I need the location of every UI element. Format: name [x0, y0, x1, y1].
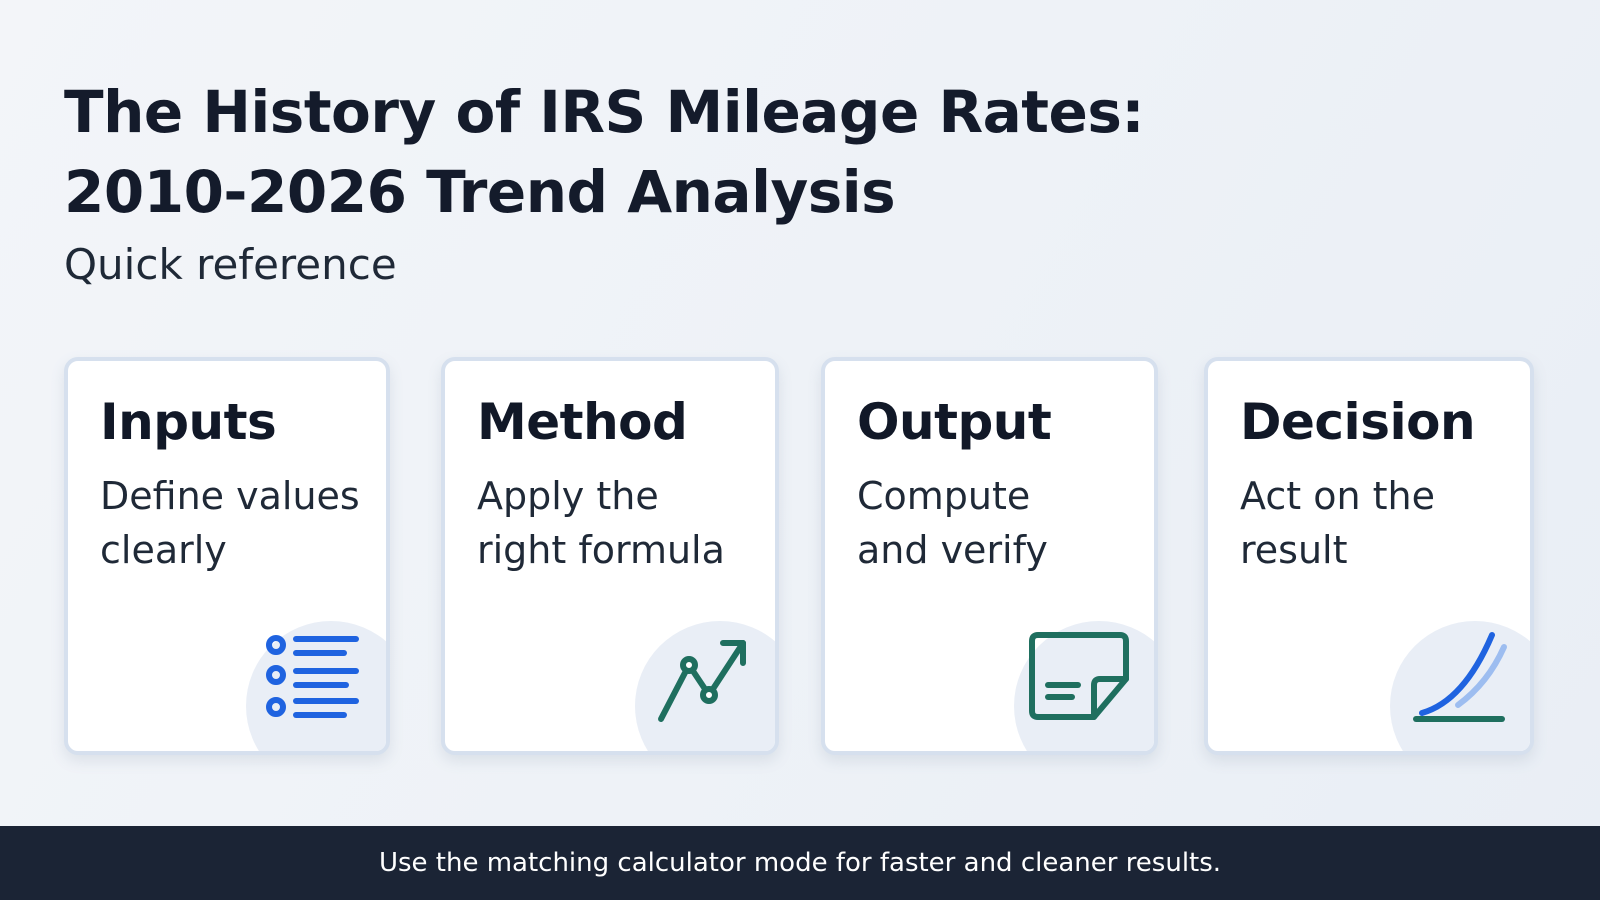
card-text-line: Compute — [857, 474, 1031, 518]
card-text: Compute and verify — [857, 469, 1048, 577]
card-text: Apply the right formula — [477, 469, 725, 577]
subtitle: Quick reference — [64, 240, 397, 289]
footer: Use the matching calculator mode for fas… — [0, 826, 1600, 900]
card-title: Output — [857, 393, 1052, 451]
list-icon — [266, 635, 359, 718]
card-title: Inputs — [100, 393, 277, 451]
card: Inputs Define values clearly — [64, 357, 390, 755]
card-text-line: Define values — [100, 474, 360, 518]
card-text-line: Act on the — [1240, 474, 1435, 518]
card-text-line: clearly — [100, 528, 227, 572]
card-text: Act on the result — [1240, 469, 1435, 577]
card-text-line: Apply the — [477, 474, 659, 518]
card-text-line: result — [1240, 528, 1348, 572]
card: Output Compute and verify — [821, 357, 1158, 755]
card-title: Decision — [1240, 393, 1476, 451]
card-text-line: and verify — [857, 528, 1048, 572]
title-line: The History of IRS Mileage Rates: — [64, 78, 1145, 146]
card-text: Define values clearly — [100, 469, 360, 577]
card: Decision Act on the result — [1204, 357, 1534, 755]
note-icon — [1029, 632, 1129, 720]
title-line: 2010-2026 Trend Analysis — [64, 158, 896, 226]
title: The History of IRS Mileage Rates: 2010-2… — [64, 72, 1145, 232]
card-text-line: right formula — [477, 528, 725, 572]
trend-icon — [658, 640, 746, 722]
card: Method Apply the right formula — [441, 357, 779, 755]
pen-icon — [1413, 632, 1507, 722]
card-title: Method — [477, 393, 688, 451]
